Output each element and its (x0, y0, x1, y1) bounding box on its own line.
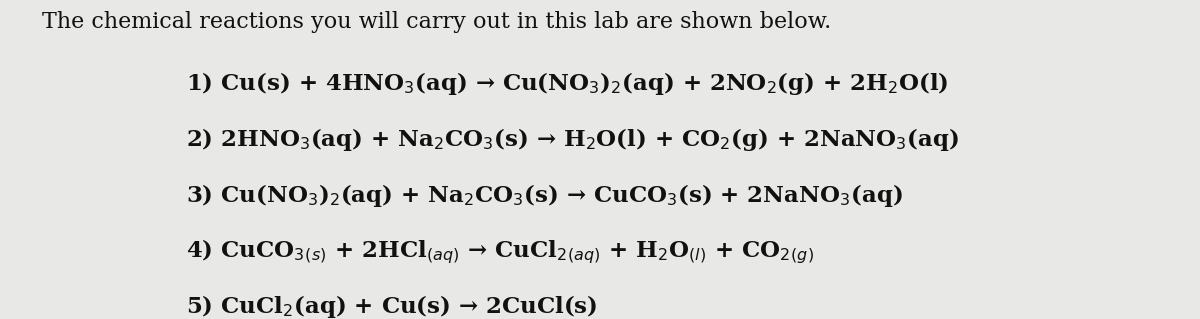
Text: 3) Cu(NO$_3$)$_2$(aq) + Na$_2$CO$_3$(s) → CuCO$_3$(s) + 2NaNO$_3$(aq): 3) Cu(NO$_3$)$_2$(aq) + Na$_2$CO$_3$(s) … (186, 182, 902, 209)
Text: 4) CuCO$_3$$_{(s)}$ + 2HCl$_{(aq)}$ → CuCl$_2$$_{(aq)}$ + H$_2$O$_{(l)}$ + CO$_2: 4) CuCO$_3$$_{(s)}$ + 2HCl$_{(aq)}$ → Cu… (186, 238, 814, 266)
Text: 1) Cu(s) + 4HNO$_3$(aq) → Cu(NO$_3$)$_2$(aq) + 2NO$_2$(g) + 2H$_2$O(l): 1) Cu(s) + 4HNO$_3$(aq) → Cu(NO$_3$)$_2$… (186, 70, 948, 97)
Text: The chemical reactions you will carry out in this lab are shown below.: The chemical reactions you will carry ou… (42, 11, 832, 33)
Text: 5) CuCl$_2$(aq) + Cu(s) → 2CuCl(s): 5) CuCl$_2$(aq) + Cu(s) → 2CuCl(s) (186, 293, 598, 319)
Text: 2) 2HNO$_3$(aq) + Na$_2$CO$_3$(s) → H$_2$O(l) + CO$_2$(g) + 2NaNO$_3$(aq): 2) 2HNO$_3$(aq) + Na$_2$CO$_3$(s) → H$_2… (186, 126, 959, 153)
